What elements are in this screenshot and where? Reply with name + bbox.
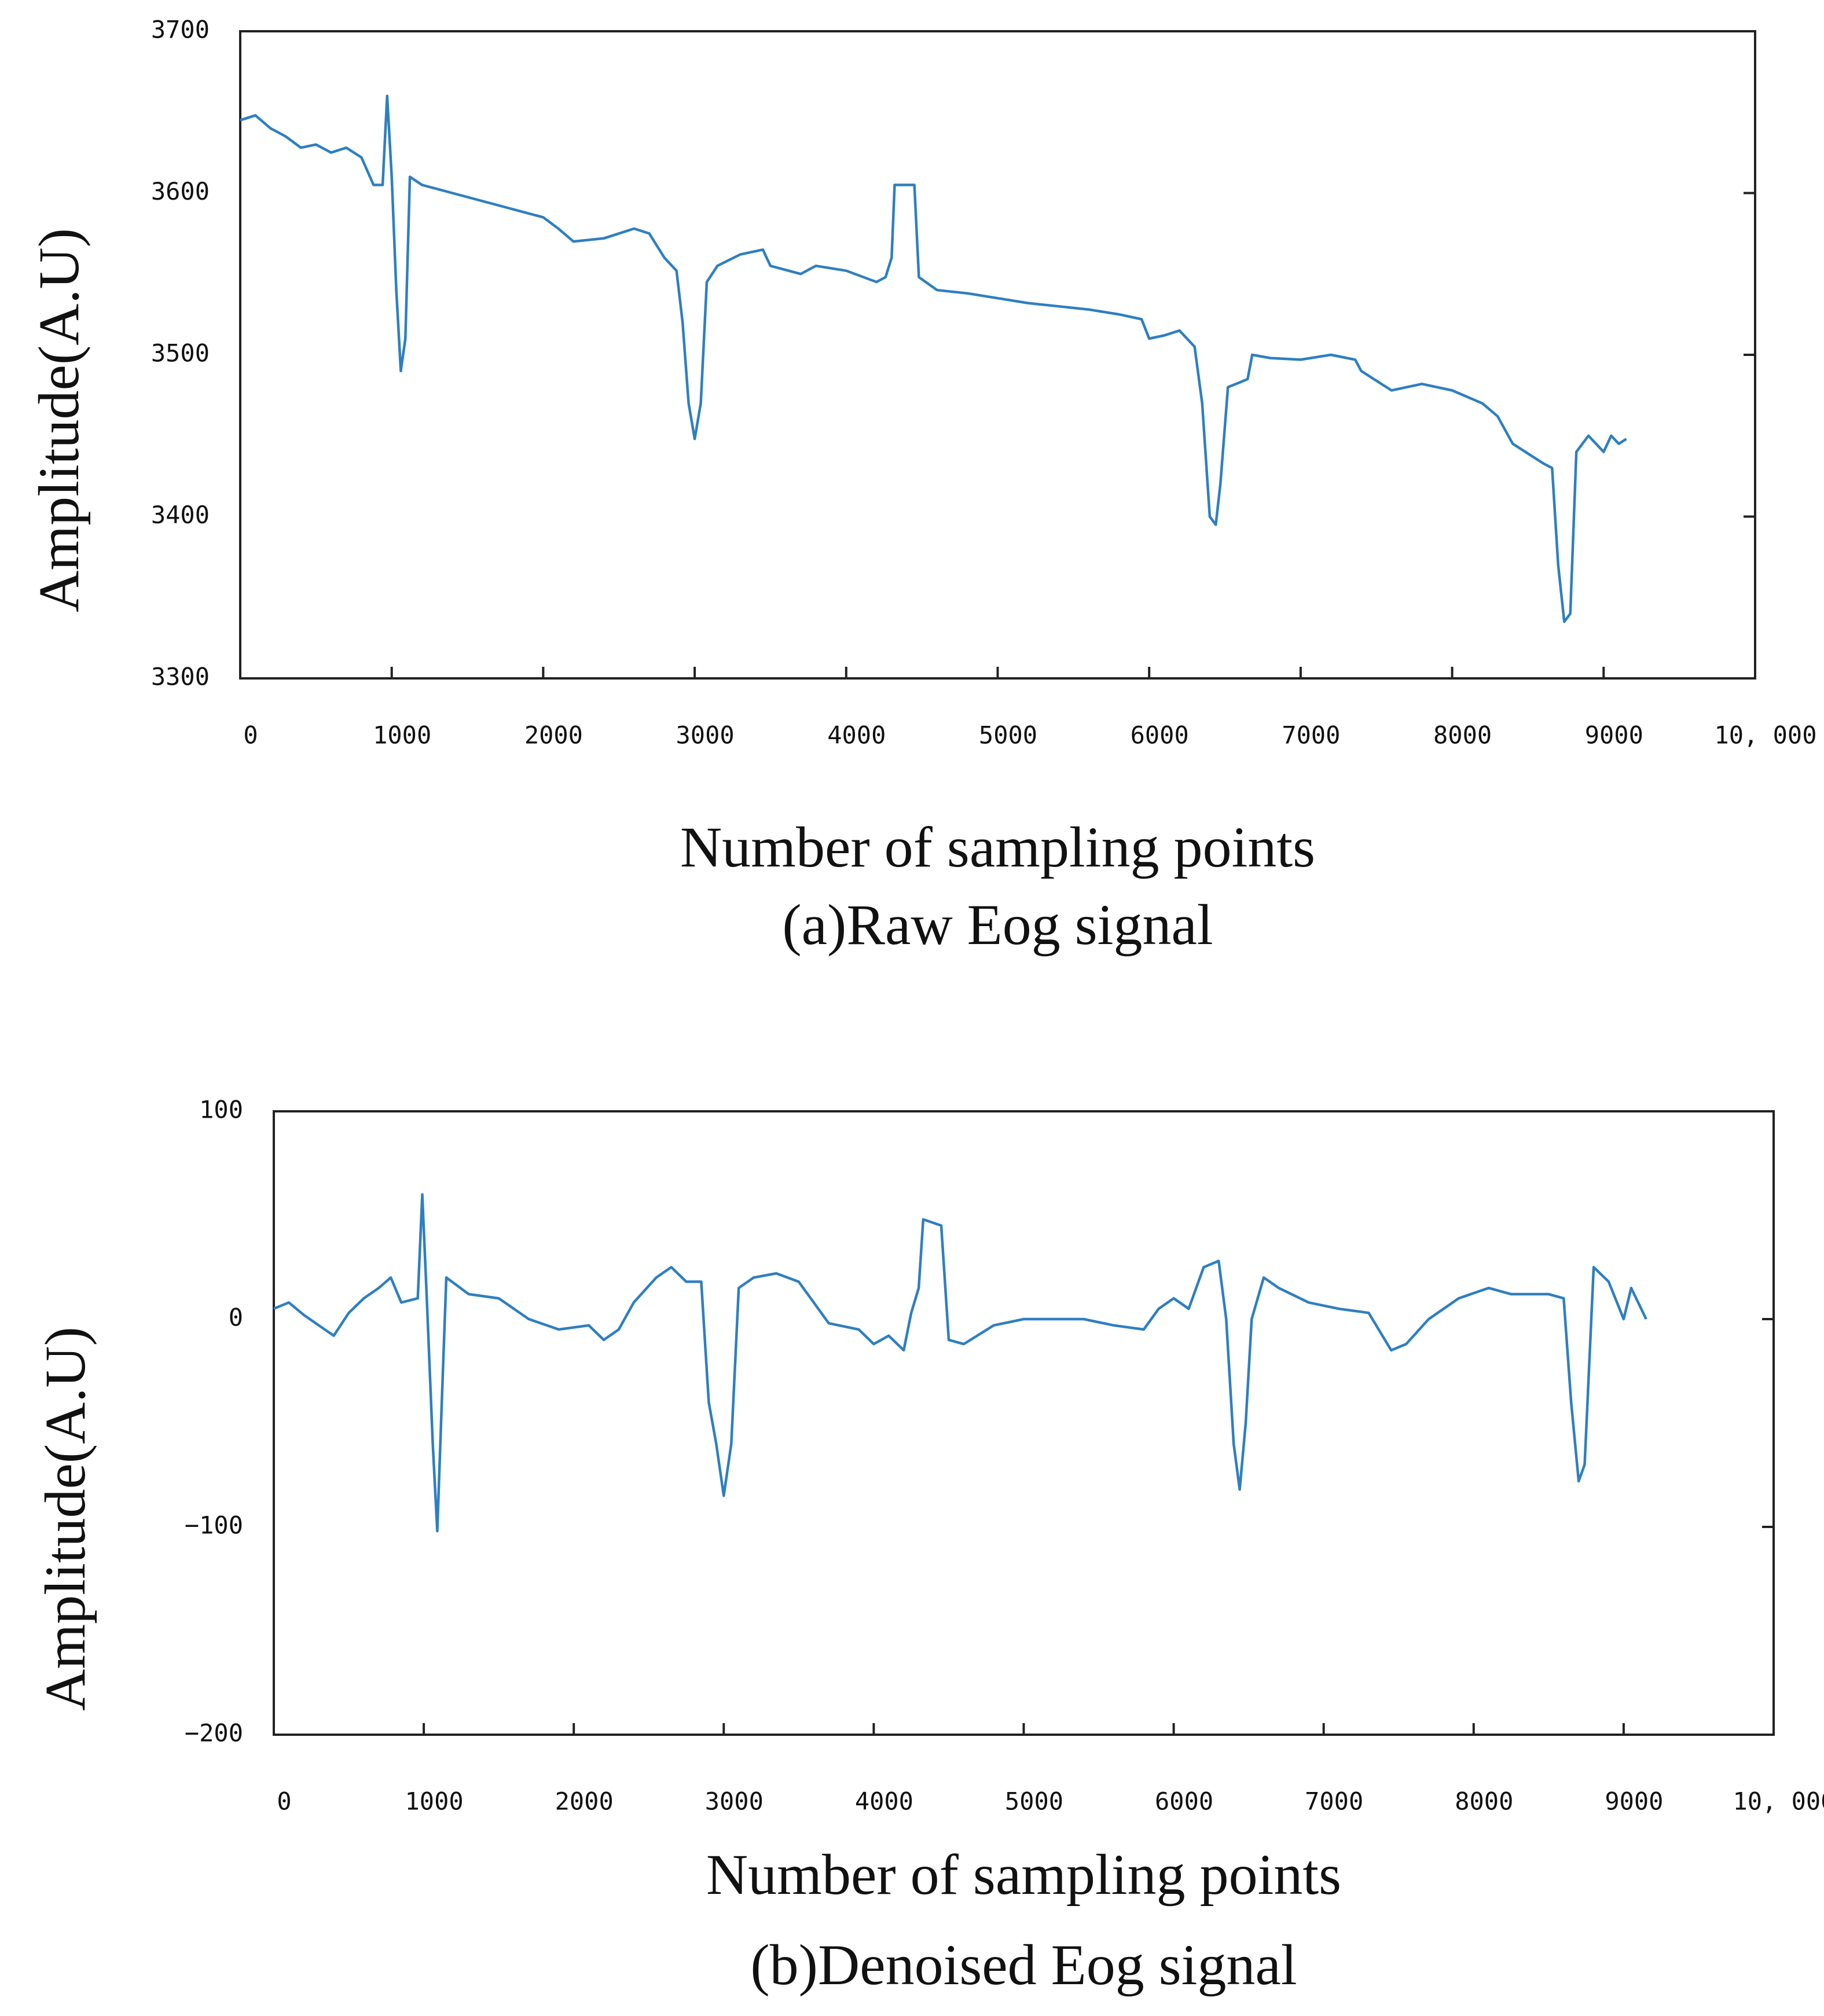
plot-frame [239,30,1756,680]
x-tick-label: 1000 [405,1787,464,1816]
x-tick-label: 10, 000 [1714,721,1816,750]
x-tick-label: 6000 [1155,1787,1213,1816]
y-tick-label: 100 [199,1096,243,1124]
x-tick-label: 7000 [1282,721,1340,750]
y-tick-label: 3600 [151,177,210,205]
x-tick-label: 7000 [1305,1787,1363,1816]
signal-line [273,1193,1647,1533]
x-tick-label: 0 [243,721,258,750]
x-tick-label: 0 [277,1787,291,1816]
signal-line [240,94,1627,623]
x-tick-label: 3000 [705,1787,764,1816]
x-tick-label: 4000 [855,1787,913,1816]
x-tick-label: 9000 [1605,1787,1663,1816]
x-tick-label: 5000 [1005,1787,1063,1816]
y-tick-label: 3500 [151,339,210,368]
x-axis-title: Number of sampling points [680,815,1315,879]
x-tick-label: 2000 [524,721,583,750]
caption: (b)Denoised Eog signal [750,1933,1297,1997]
x-tick-label: 1000 [373,721,431,750]
x-tick-label: 2000 [555,1787,614,1816]
y-tick-label: 0 [229,1303,243,1332]
caption: (a)Raw Eog signal [782,893,1213,957]
plot-frame [273,1110,1775,1736]
y-axis-title: Amplitude(A.U) [33,1327,97,1711]
x-tick-label: 5000 [979,721,1037,750]
x-tick-label: 8000 [1433,721,1492,750]
y-tick-label: −200 [185,1719,243,1747]
x-tick-label: 4000 [827,721,886,750]
x-tick-label: 8000 [1455,1787,1513,1816]
x-axis-title: Number of sampling points [706,1842,1341,1907]
x-tick-label: 6000 [1131,721,1189,750]
y-axis-title: Amplitude(A.U) [27,228,91,612]
y-tick-label: 3300 [151,663,210,691]
x-tick-label: 10, 000 [1733,1787,1824,1816]
y-tick-label: −100 [185,1511,243,1540]
y-tick-label: 3400 [151,501,210,529]
x-tick-label: 3000 [676,721,735,750]
x-tick-label: 9000 [1585,721,1643,750]
y-tick-label: 3700 [151,16,210,44]
